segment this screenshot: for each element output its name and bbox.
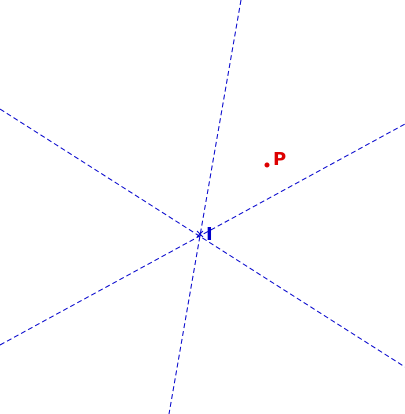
dashed-line-ascending[interactable]: [0, 123, 405, 346]
dashed-line-steep[interactable]: [168, 0, 242, 414]
dashed-line-descending[interactable]: [0, 108, 405, 368]
point-i-marker[interactable]: [196, 230, 204, 238]
point-p-label: P: [273, 149, 286, 170]
point-p-marker[interactable]: [264, 162, 270, 168]
point-i-label: I: [206, 224, 213, 245]
